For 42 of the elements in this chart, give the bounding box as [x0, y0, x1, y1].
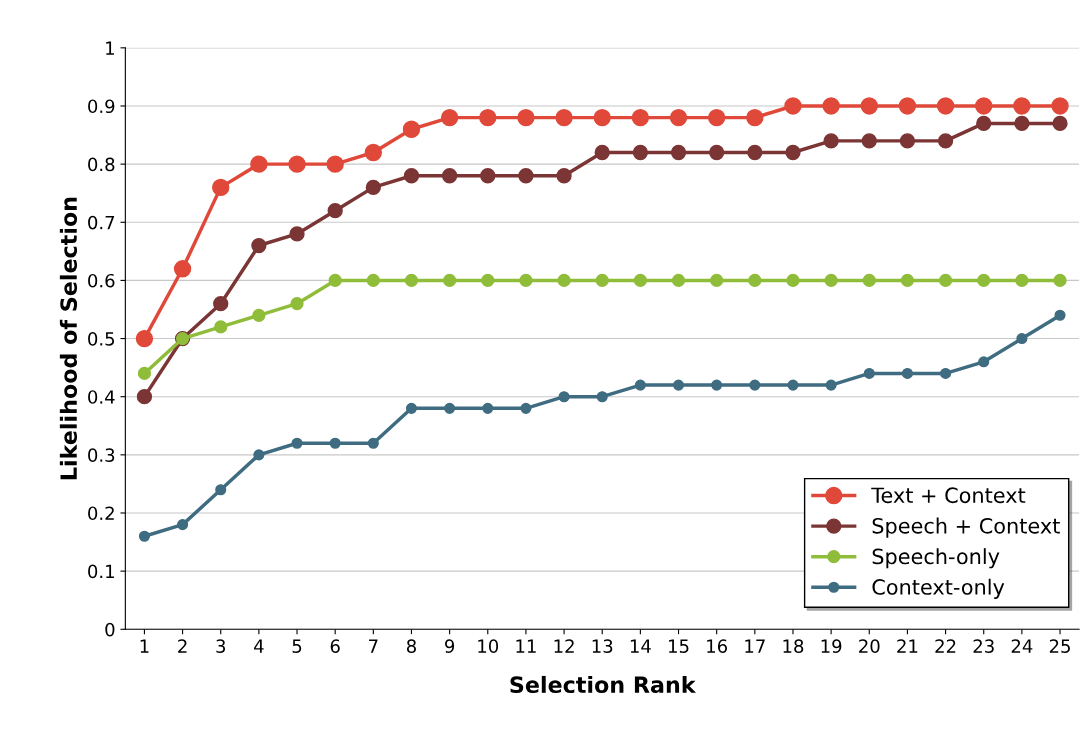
legend-label: Context-only	[872, 578, 1005, 599]
x-tick-label: 1	[140, 639, 149, 653]
legend-label: Speech + Context	[872, 517, 1060, 538]
x-tick-label: 18	[783, 639, 804, 653]
x-tick-label: 10	[478, 639, 499, 653]
x-tick-label: 24	[1011, 639, 1033, 653]
x-tick-label: 12	[554, 639, 574, 653]
x-tick-label: 5	[292, 639, 302, 653]
x-tick-label: 3	[216, 639, 226, 653]
y-tick-label: 0.7	[88, 215, 115, 230]
x-axis-title: Selection Rank	[510, 675, 696, 694]
y-tick-label: 0.5	[88, 332, 115, 346]
x-tick-label: 2	[178, 639, 187, 653]
x-tick-label: 21	[897, 639, 918, 653]
x-tick-label: 11	[516, 639, 536, 653]
y-tick-label: 0.4	[88, 390, 115, 404]
x-tick-label: 23	[973, 639, 994, 653]
x-tick-label: 19	[821, 639, 842, 653]
x-tick-label: 4	[254, 639, 264, 653]
y-tick-label: 0.1	[88, 564, 114, 579]
y-tick-label: 0.9	[88, 99, 115, 114]
y-tick-label: 0.2	[88, 506, 114, 521]
y-tick-label: 0.3	[88, 448, 115, 462]
y-tick-label: 0.8	[88, 157, 115, 172]
x-tick-label: 6	[330, 639, 340, 653]
x-tick-label: 16	[707, 639, 728, 653]
y-tick-label: 0.6	[88, 273, 115, 288]
x-tick-label: 8	[406, 639, 416, 653]
x-tick-label: 9	[445, 639, 455, 653]
x-tick-label: 15	[669, 639, 689, 653]
x-tick-label: 14	[630, 639, 651, 653]
x-tick-label: 13	[592, 639, 613, 653]
x-tick-label: 7	[369, 639, 378, 653]
x-tick-label: 25	[1049, 639, 1070, 653]
legend-label: Text + Context	[871, 487, 1026, 504]
x-tick-label: 17	[745, 639, 765, 653]
y-axis-title: Likelihood of Selection	[59, 197, 78, 480]
y-tick-label: 0	[105, 622, 115, 637]
legend-label: Speech-only	[872, 548, 1000, 569]
x-tick-label: 22	[935, 639, 956, 653]
x-tick-label: 20	[859, 639, 880, 653]
y-tick-label: 1	[106, 41, 114, 55]
